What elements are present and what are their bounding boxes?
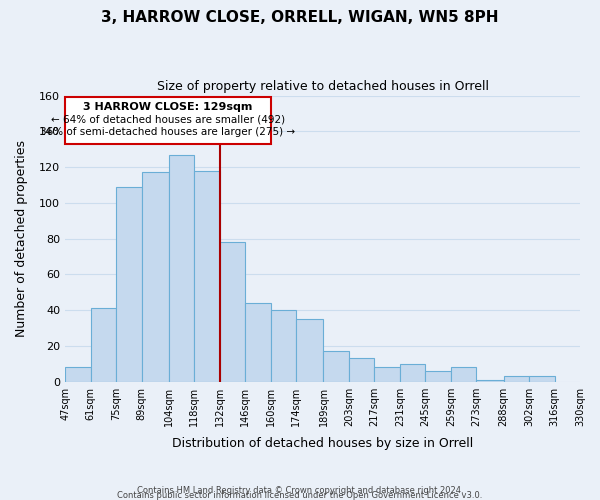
Bar [220, 242, 245, 382]
Bar [400, 364, 425, 382]
Bar [503, 376, 529, 382]
Bar [169, 154, 194, 382]
Bar [349, 358, 374, 382]
Bar [323, 352, 349, 382]
Bar [142, 172, 169, 382]
Bar [271, 310, 296, 382]
Text: 3 HARROW CLOSE: 129sqm: 3 HARROW CLOSE: 129sqm [83, 102, 253, 112]
Bar [451, 368, 476, 382]
Y-axis label: Number of detached properties: Number of detached properties [15, 140, 28, 337]
Text: Contains HM Land Registry data © Crown copyright and database right 2024.: Contains HM Land Registry data © Crown c… [137, 486, 463, 495]
Text: ← 64% of detached houses are smaller (492): ← 64% of detached houses are smaller (49… [51, 114, 285, 124]
FancyBboxPatch shape [65, 98, 271, 144]
Bar [65, 368, 91, 382]
Bar [296, 319, 323, 382]
Bar [245, 303, 271, 382]
Text: 36% of semi-detached houses are larger (275) →: 36% of semi-detached houses are larger (… [40, 127, 295, 137]
Bar [194, 170, 220, 382]
X-axis label: Distribution of detached houses by size in Orrell: Distribution of detached houses by size … [172, 437, 473, 450]
Bar [476, 380, 503, 382]
Text: Contains public sector information licensed under the Open Government Licence v3: Contains public sector information licen… [118, 491, 482, 500]
Text: 3, HARROW CLOSE, ORRELL, WIGAN, WN5 8PH: 3, HARROW CLOSE, ORRELL, WIGAN, WN5 8PH [101, 10, 499, 25]
Title: Size of property relative to detached houses in Orrell: Size of property relative to detached ho… [157, 80, 488, 93]
Bar [425, 371, 451, 382]
Bar [529, 376, 554, 382]
Bar [91, 308, 116, 382]
Bar [116, 186, 142, 382]
Bar [374, 368, 400, 382]
